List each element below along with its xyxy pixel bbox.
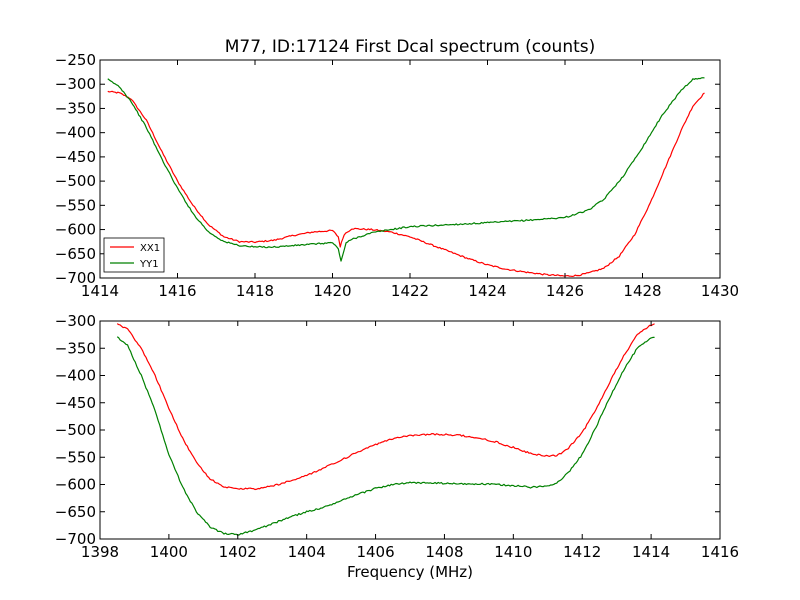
bottom-y-tick-label: −350 — [55, 339, 96, 357]
legend-box — [103, 237, 165, 273]
bottom-x-tick-label: 1414 — [632, 543, 670, 561]
bottom-x-tick-label: 1416 — [701, 543, 739, 561]
bottom-x-tick-label: 1398 — [81, 543, 119, 561]
top-legend: XX1 YY1 — [103, 237, 165, 273]
top-chart-title: M77, ID:17124 First Dcal spectrum (count… — [225, 37, 596, 57]
top-x-tick-label: 1422 — [391, 282, 429, 300]
bottom-series-line-0 — [116, 323, 655, 491]
top-y-tick-label: −250 — [55, 51, 96, 69]
top-series-line-xx1 — [107, 90, 705, 278]
bottom-series-line-1 — [116, 336, 655, 536]
top-plot-frame — [99, 59, 721, 279]
top-series-line-yy1 — [107, 77, 705, 262]
top-x-tick-label: 1418 — [236, 282, 274, 300]
bottom-x-tick-label: 1402 — [219, 543, 257, 561]
top-x-tick-label: 1430 — [701, 282, 739, 300]
bottom-y-tick-label: −700 — [55, 530, 96, 548]
top-y-tick-label: −350 — [55, 99, 96, 117]
top-y-tick-label: −650 — [55, 245, 96, 263]
top-y-tick-label: −600 — [55, 221, 96, 239]
top-x-tick-label: 1424 — [468, 282, 506, 300]
bottom-y-tick-label: −450 — [55, 394, 96, 412]
bottom-x-axis-label: Frequency (MHz) — [347, 563, 473, 581]
bottom-x-tick-label: 1412 — [563, 543, 601, 561]
top-x-tick-label: 1426 — [546, 282, 584, 300]
top-y-tick-label: −700 — [55, 269, 96, 287]
bottom-series-group — [116, 323, 655, 536]
top-x-tick-label: 1416 — [158, 282, 196, 300]
bottom-x-tick-label: 1410 — [494, 543, 532, 561]
top-y-tick-label: −550 — [55, 196, 96, 214]
bottom-x-tick-label: 1406 — [356, 543, 394, 561]
top-ticks-group: 1414 1416 1418 1420 1422 1424 1426 1428 1430 −250… — [55, 51, 739, 300]
top-y-tick-label: −300 — [55, 75, 96, 93]
bottom-x-tick-label: 1404 — [288, 543, 326, 561]
top-x-tick-label: 1420 — [313, 282, 351, 300]
legend-label-yy1: YY1 — [139, 259, 159, 270]
bottom-y-tick-label: −650 — [55, 503, 96, 521]
bottom-plot-area — [100, 321, 720, 539]
bottom-ticks-group: 1398 1400 1402 1404 1406 1408 1410 1412 1414 1416… — [55, 312, 739, 561]
top-plot-area — [100, 60, 720, 278]
bottom-y-tick-label: −300 — [55, 312, 96, 330]
bottom-y-tick-label: −550 — [55, 448, 96, 466]
bottom-x-tick-label: 1408 — [425, 543, 463, 561]
legend-label-xx1: XX1 — [140, 243, 160, 254]
top-y-tick-label: −400 — [55, 124, 96, 142]
bottom-chart: 1398 1400 1402 1404 1406 1408 1410 1412 1414 1416… — [55, 312, 739, 581]
top-y-tick-label: −450 — [55, 148, 96, 166]
top-x-tick-label: 1414 — [81, 282, 119, 300]
top-chart: M77, ID:17124 First Dcal spectrum (count… — [55, 37, 739, 300]
bottom-y-tick-label: −600 — [55, 476, 96, 494]
bottom-y-tick-label: −400 — [55, 367, 96, 385]
bottom-plot-frame — [99, 320, 721, 540]
top-y-tick-label: −500 — [55, 172, 96, 190]
top-series-group — [107, 77, 705, 278]
bottom-y-tick-label: −500 — [55, 421, 96, 439]
bottom-x-tick-label: 1400 — [150, 543, 188, 561]
top-x-tick-label: 1428 — [623, 282, 661, 300]
